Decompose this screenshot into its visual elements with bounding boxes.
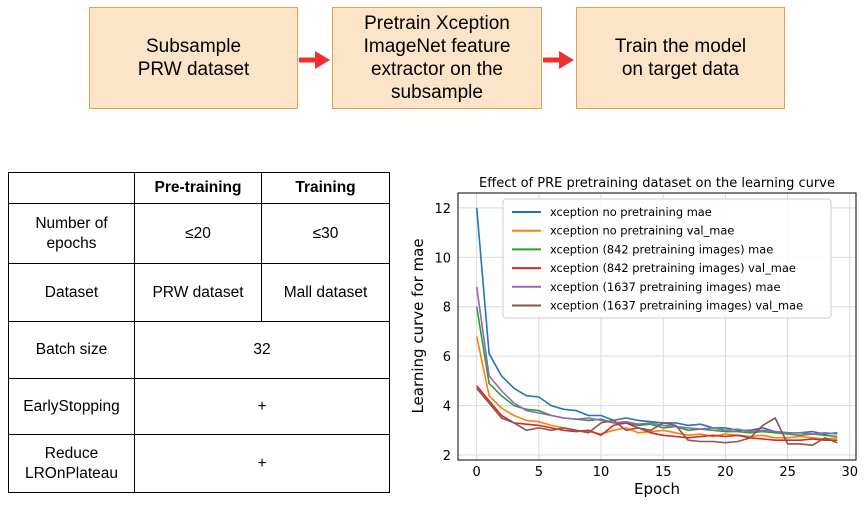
cell-reduce-lr: +	[134, 434, 390, 493]
table-header-pretraining: Pre-training	[134, 172, 262, 204]
legend-label-3: xception (842 pretraining images) mae	[550, 242, 773, 256]
right-arrow-icon	[543, 51, 574, 69]
flow-step-pretrain-label: Pretrain Xception ImageNet feature extra…	[363, 13, 511, 103]
flow-step-train-label: Train the model on target data	[614, 36, 747, 80]
legend-label-1: xception no pretraining mae	[550, 205, 712, 219]
plot-frame	[457, 192, 857, 461]
table-row: Reduce LROnPlateau +	[8, 434, 390, 493]
table-header-training: Training	[261, 172, 390, 204]
y-tick-label: 4	[443, 400, 451, 415]
x-tick-label: 25	[779, 465, 796, 480]
y-tick-label: 6	[443, 350, 451, 365]
row-label-dataset: Dataset	[8, 263, 135, 322]
table-row: EarlyStopping +	[8, 378, 390, 435]
series-line-4	[476, 385, 838, 442]
table-header-row: Pre-training Training	[8, 172, 390, 204]
series-line-6	[476, 387, 838, 447]
chart-ticks: 0 5 10 15 20 25 30 2 4 6 8 10 12	[434, 202, 858, 480]
x-tick-label: 5	[535, 465, 543, 480]
legend-label-5: xception (1637 pretraining images) mae	[550, 280, 781, 294]
x-tick-label: 30	[842, 465, 859, 480]
cell-dataset-training: Mall dataset	[261, 263, 390, 322]
chart-series-lines	[475, 207, 838, 447]
table-row: Batch size 32	[8, 321, 390, 379]
x-tick-label: 10	[593, 465, 610, 480]
x-tick-label: 15	[655, 465, 672, 480]
table-row: Dataset PRW dataset Mall dataset	[8, 263, 390, 322]
y-tick-label: 2	[443, 449, 451, 464]
series-line-5	[475, 286, 838, 435]
learning-curve-chart: Effect of PRE pretraining dataset on the…	[409, 176, 858, 498]
legend-label-6: xception (1637 pretraining images) val_m…	[550, 299, 803, 313]
flow-step-subsample-label: Subsample PRW dataset	[137, 36, 250, 80]
training-settings-table: Pre-training Training Number of epochs ≤…	[8, 172, 390, 493]
legend-label-4: xception (842 pretraining images) val_ma…	[550, 261, 796, 275]
chart-legend: xception no pretraining mae xception no p…	[502, 198, 832, 319]
series-line-2	[475, 336, 838, 440]
flow-step-train: Train the model on target data	[576, 7, 785, 109]
table-row: Number of epochs ≤20 ≤30	[8, 203, 390, 264]
y-tick-label: 10	[434, 251, 451, 266]
series-line-3	[475, 306, 838, 438]
cell-batch-size: 32	[134, 321, 390, 379]
x-axis-label: Epoch	[634, 480, 680, 498]
flow-step-pretrain: Pretrain Xception ImageNet feature extra…	[332, 7, 542, 109]
cell-early-stopping: +	[134, 378, 390, 435]
y-tick-label: 8	[443, 301, 451, 316]
x-tick-label: 0	[473, 465, 481, 480]
flow-step-subsample: Subsample PRW dataset	[89, 7, 298, 109]
row-label-early-stopping: EarlyStopping	[8, 378, 135, 435]
row-label-batch-size: Batch size	[8, 321, 135, 379]
cell-epochs-pretraining: ≤20	[134, 203, 262, 264]
legend-label-2: xception no pretraining val_mae	[550, 224, 734, 238]
row-label-reduce-lr: Reduce LROnPlateau	[8, 434, 135, 493]
cell-dataset-pretraining: PRW dataset	[134, 263, 262, 322]
table-header-empty	[8, 172, 135, 204]
y-tick-label: 12	[434, 202, 451, 217]
cell-epochs-training: ≤30	[261, 203, 390, 264]
y-axis-label: Learning curve for mae	[409, 238, 427, 413]
row-label-epochs: Number of epochs	[8, 203, 135, 264]
chart-title: Effect of PRE pretraining dataset on the…	[479, 176, 835, 191]
right-arrow-icon	[299, 51, 330, 69]
x-tick-label: 20	[717, 465, 734, 480]
legend-frame	[502, 198, 832, 319]
